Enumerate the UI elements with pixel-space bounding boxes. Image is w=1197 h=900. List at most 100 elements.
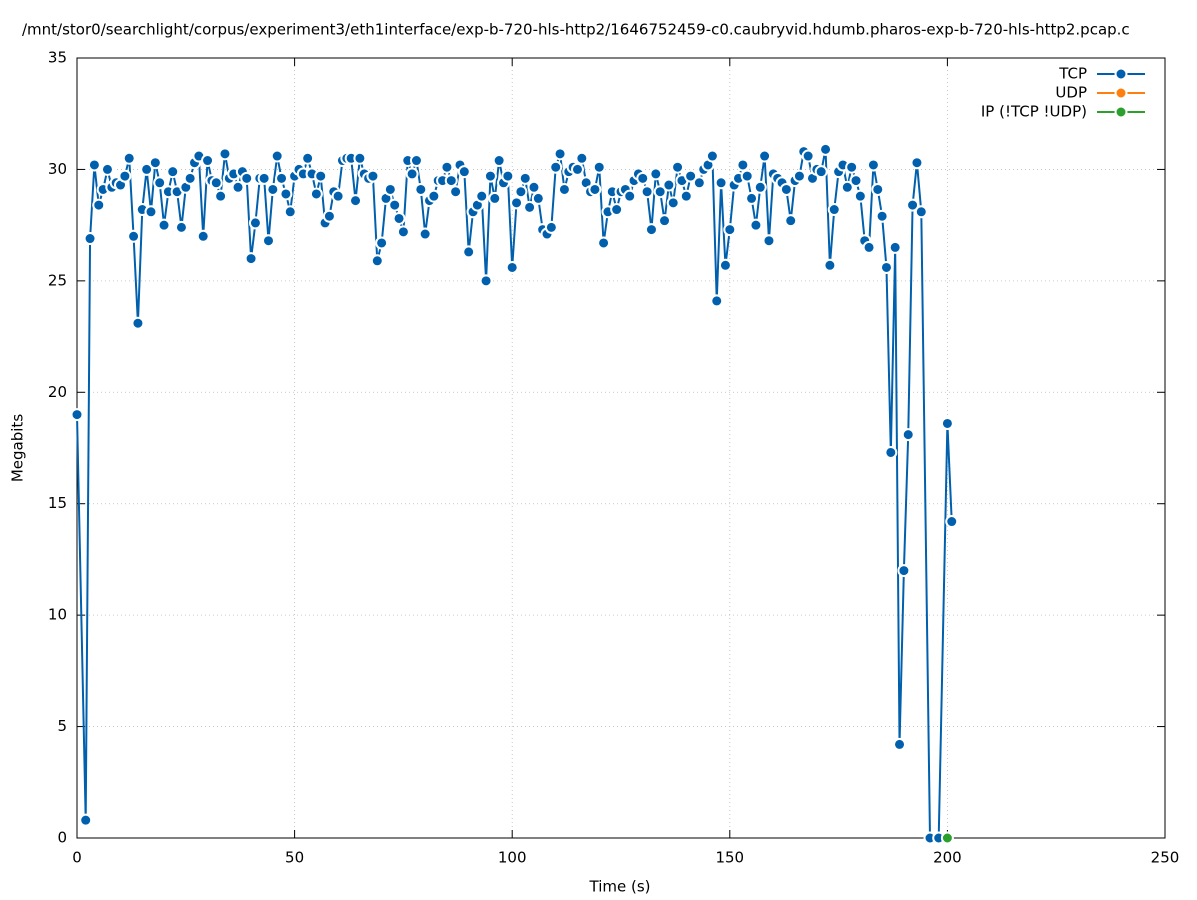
data-point (592, 160, 606, 174)
data-point (762, 234, 776, 248)
data-point (283, 205, 297, 219)
legend-label: TCP (1058, 65, 1087, 83)
data-point (862, 240, 876, 254)
data-point (853, 189, 867, 203)
y-tick-label: 20 (48, 383, 67, 401)
data-point (940, 416, 954, 430)
data-point (440, 160, 454, 174)
x-tick-label: 0 (72, 849, 82, 867)
data-point (409, 154, 423, 168)
data-point (375, 236, 389, 250)
data-point (653, 185, 667, 199)
data-point (174, 220, 188, 234)
data-point (901, 428, 915, 442)
data-point (231, 180, 245, 194)
data-point (544, 220, 558, 234)
data-point (353, 151, 367, 165)
data-point (183, 171, 197, 185)
data-point (270, 149, 284, 163)
data-point (662, 178, 676, 192)
data-point (483, 169, 497, 183)
data-point (309, 187, 323, 201)
data-point (531, 191, 545, 205)
data-point (679, 189, 693, 203)
data-point (196, 229, 210, 243)
data-point (557, 182, 571, 196)
data-point (523, 200, 537, 214)
data-point (301, 151, 315, 165)
data-point (505, 260, 519, 274)
data-point (753, 180, 767, 194)
data-point (597, 236, 611, 250)
data-point (684, 169, 698, 183)
data-point (666, 196, 680, 210)
data-point (388, 198, 402, 212)
legend-label: UDP (1055, 84, 1087, 102)
x-axis-label: Time (s) (589, 878, 651, 896)
data-point (671, 160, 685, 174)
data-point (866, 158, 880, 172)
y-axis-label: Megabits (9, 414, 27, 482)
data-point (718, 258, 732, 272)
data-point (510, 196, 524, 210)
data-point (70, 408, 84, 422)
data-point (396, 225, 410, 239)
data-point (640, 185, 654, 199)
data-point (875, 209, 889, 223)
data-point (157, 218, 171, 232)
x-tick-label: 100 (498, 849, 527, 867)
data-point (166, 165, 180, 179)
data-point (814, 165, 828, 179)
data-point (331, 189, 345, 203)
data-point (261, 234, 275, 248)
data-point (240, 171, 254, 185)
legend-marker (1114, 67, 1128, 81)
data-point (745, 191, 759, 205)
data-point (893, 737, 907, 751)
data-point (884, 445, 898, 459)
data-point (92, 198, 106, 212)
data-point (449, 185, 463, 199)
data-point (840, 180, 854, 194)
data-point (492, 154, 506, 168)
data-point (879, 260, 893, 274)
data-point (79, 813, 93, 827)
data-point (118, 169, 132, 183)
data-point (314, 169, 328, 183)
data-point (623, 189, 637, 203)
data-point (405, 167, 419, 181)
data-point (705, 149, 719, 163)
data-point (100, 162, 114, 176)
data-point (501, 169, 515, 183)
data-point (392, 211, 406, 225)
data-point (153, 176, 167, 190)
data-point (488, 191, 502, 205)
data-point (849, 174, 863, 188)
data-point (549, 160, 563, 174)
data-point (518, 171, 532, 185)
data-point (636, 171, 650, 185)
y-tick-label: 10 (48, 606, 67, 624)
data-point (201, 154, 215, 168)
data-point (144, 205, 158, 219)
data-point (758, 149, 772, 163)
data-point (888, 240, 902, 254)
data-point (83, 232, 97, 246)
data-point (588, 182, 602, 196)
data-point (914, 205, 928, 219)
data-point (845, 160, 859, 174)
data-point (570, 162, 584, 176)
data-point (214, 189, 228, 203)
data-point (349, 194, 363, 208)
data-point (444, 174, 458, 188)
y-tick-label: 0 (57, 829, 67, 847)
data-point (418, 227, 432, 241)
data-point (649, 167, 663, 181)
data-point (779, 182, 793, 196)
data-point (462, 245, 476, 259)
data-point (218, 147, 232, 161)
data-point (740, 169, 754, 183)
y-tick-label: 25 (48, 271, 67, 289)
data-point (266, 182, 280, 196)
